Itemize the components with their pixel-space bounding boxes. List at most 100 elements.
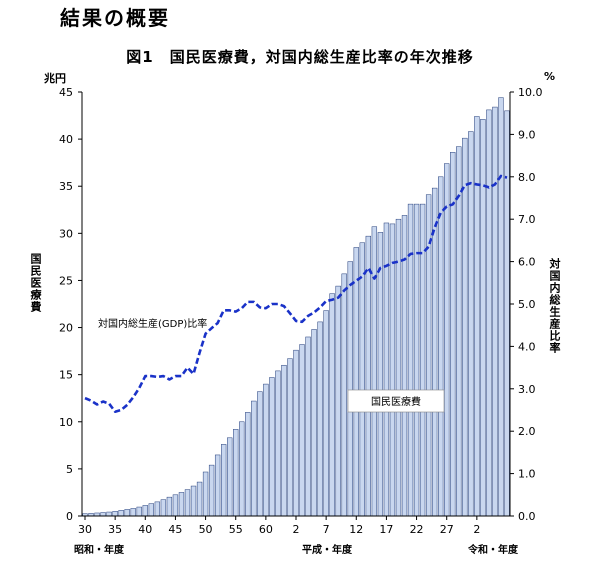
x-tick-label: 55 — [229, 523, 243, 536]
x-tick-label: 27 — [440, 523, 454, 536]
bar — [468, 131, 474, 517]
bar — [341, 273, 347, 517]
bar — [178, 492, 185, 517]
right-tick-label: 9.0 — [518, 128, 536, 141]
bar — [233, 429, 239, 517]
bar — [190, 485, 197, 517]
left-tick-label: 10 — [59, 416, 73, 429]
left-tick-label: 15 — [59, 369, 73, 382]
right-tick-label: 8.0 — [518, 171, 536, 184]
bar — [184, 489, 191, 517]
chart-title: 図1 国民医療費，対国内総生産比率の年次推移 — [126, 48, 474, 66]
x-tick-label: 12 — [349, 523, 363, 536]
annotation-box — [347, 389, 445, 413]
bar — [124, 509, 130, 517]
bar — [450, 152, 456, 517]
page-heading: 結果の概要 — [60, 6, 170, 30]
left-tick-label: 30 — [59, 227, 73, 240]
bar — [166, 496, 173, 517]
bar — [413, 203, 420, 517]
bar — [214, 454, 221, 517]
bar — [305, 336, 311, 517]
right-tick-label: 7.0 — [518, 213, 536, 226]
bar — [317, 321, 323, 517]
right-tick-label: 2.0 — [518, 425, 536, 438]
bar — [130, 508, 136, 517]
bar — [263, 383, 269, 517]
bar — [480, 119, 486, 517]
right-tick-label: 6.0 — [518, 256, 536, 269]
bar — [444, 163, 450, 517]
bar-series-medical-expenditure — [82, 97, 510, 517]
x-tick-label: 2 — [473, 523, 480, 536]
x-tick-label: 50 — [199, 523, 213, 536]
bar — [498, 97, 504, 517]
left-tick-label: 40 — [59, 133, 73, 146]
bar — [112, 511, 118, 517]
bar — [221, 444, 227, 517]
bar — [389, 223, 396, 517]
bar — [160, 499, 167, 517]
bar — [431, 187, 438, 517]
bar — [281, 364, 287, 517]
line-series-gdp-ratio — [84, 174, 508, 414]
bar — [438, 176, 444, 517]
bar — [196, 481, 203, 517]
bar — [275, 370, 281, 517]
left-tick-label: 25 — [59, 274, 73, 287]
bar — [293, 349, 299, 517]
bar — [407, 203, 414, 517]
bar — [299, 344, 305, 517]
x-tick-label: 40 — [138, 523, 152, 536]
bar — [353, 247, 359, 517]
gdp-ratio-line — [84, 174, 508, 414]
bar — [202, 471, 209, 517]
bar — [245, 412, 251, 517]
bar — [100, 512, 106, 517]
right-tick-label: 0.0 — [518, 510, 536, 523]
bar — [359, 242, 365, 517]
era-label-showa: 昭和・年度 — [74, 545, 124, 556]
bar — [208, 464, 215, 517]
bar — [474, 116, 480, 517]
bar — [257, 391, 263, 517]
chart-axes — [78, 91, 514, 520]
right-tick-label: 1.0 — [518, 468, 536, 481]
right-axis-label: 対国内総生産比率 — [548, 258, 561, 354]
left-axis-unit: 兆円 — [44, 72, 66, 85]
bar — [136, 506, 142, 517]
bar — [462, 137, 468, 517]
bar — [335, 285, 341, 517]
bar — [148, 503, 154, 517]
x-tick-label: 2 — [293, 523, 300, 536]
bar — [287, 358, 293, 517]
left-tick-label: 45 — [59, 86, 73, 99]
bar — [492, 106, 498, 517]
x-tick-label: 22 — [410, 523, 424, 536]
annotation-medical-expenditure: 国民医療費 — [371, 395, 421, 408]
annotation-gdp-ratio: 対国内総生産(GDP)比率 — [98, 317, 207, 330]
left-axis-label: 国民医療費 — [29, 253, 42, 313]
bar — [154, 501, 161, 517]
x-tick-label: 7 — [323, 523, 330, 536]
left-tick-label: 0 — [66, 510, 73, 523]
right-tick-label: 10.0 — [518, 86, 543, 99]
left-tick-label: 20 — [59, 322, 73, 335]
bar — [172, 494, 179, 517]
bar — [269, 377, 275, 517]
bar — [227, 437, 233, 517]
era-label-heisei: 平成・年度 — [302, 545, 352, 556]
left-tick-label: 35 — [59, 180, 73, 193]
bar — [311, 329, 317, 517]
bar — [142, 505, 148, 517]
bar — [456, 146, 462, 517]
bar — [377, 232, 384, 517]
right-tick-label: 4.0 — [518, 340, 536, 353]
x-tick-label: 30 — [78, 523, 92, 536]
bar — [118, 510, 124, 517]
bar — [371, 226, 378, 517]
bar — [239, 421, 245, 517]
right-tick-label: 3.0 — [518, 383, 536, 396]
left-tick-label: 5 — [66, 463, 73, 476]
